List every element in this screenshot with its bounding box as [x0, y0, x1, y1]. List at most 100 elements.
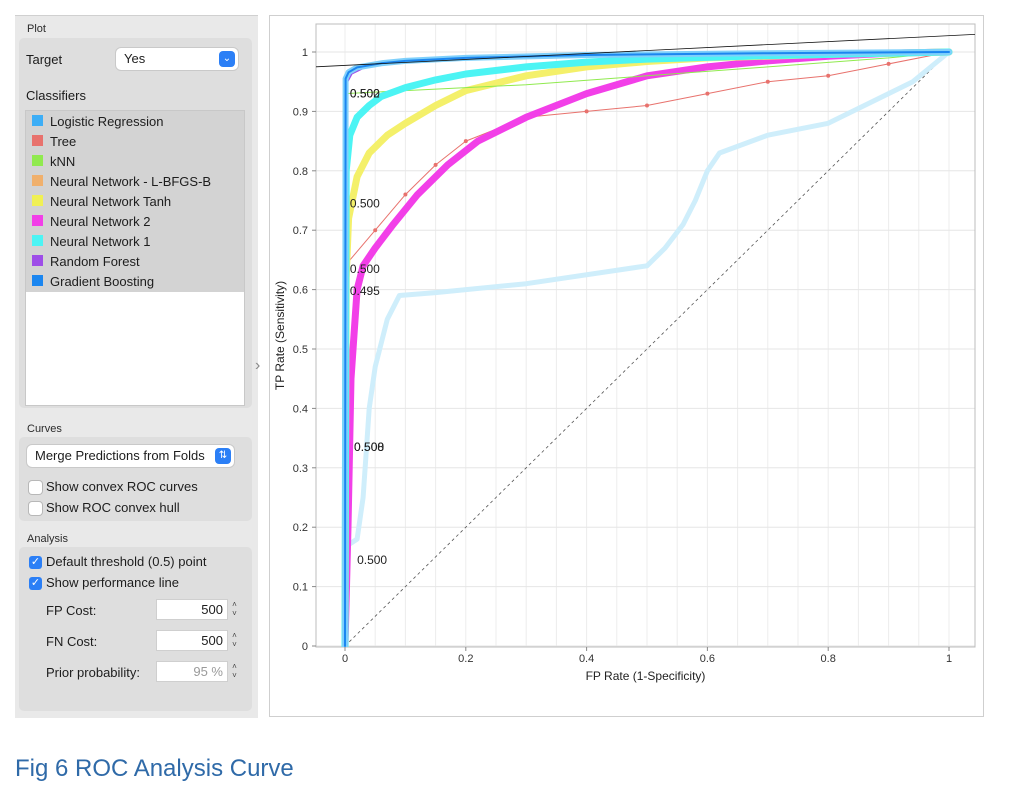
roc-curve-neural-network-l-bfgs-b: [342, 49, 952, 647]
classifier-label: Neural Network 1: [50, 234, 151, 249]
y-tick-label: 0.8: [293, 166, 308, 178]
x-tick-label: 0.6: [700, 653, 715, 665]
color-swatch: [32, 255, 43, 266]
classifier-item[interactable]: Logistic Regression: [26, 111, 244, 131]
fp-cost-label: FP Cost:: [46, 603, 97, 618]
classifier-label: Neural Network - L-BFGS-B: [50, 174, 212, 189]
color-swatch: [32, 215, 43, 226]
y-tick-label: 0.3: [293, 463, 308, 475]
roc-curve-neural-network-1: [341, 48, 953, 647]
x-axis-label: FP Rate (1-Specificity): [586, 669, 706, 683]
target-value: Yes: [124, 51, 146, 66]
threshold-label: 0.508: [354, 440, 384, 454]
fn-cost-input[interactable]: 500: [157, 631, 227, 650]
roc-point-marker: [886, 61, 891, 66]
default-threshold-label: Default threshold (0.5) point: [46, 554, 207, 569]
prior-probability-label: Prior probability:: [46, 665, 140, 680]
y-tick-label: 0.9: [293, 106, 308, 118]
color-swatch: [32, 155, 43, 166]
curves-box: Merge Predictions from Folds ⇅ Show conv…: [19, 437, 252, 521]
classifiers-list[interactable]: Logistic Regression Tree kNN Neural Network…: [25, 110, 245, 406]
color-swatch: [32, 275, 43, 286]
classifier-item[interactable]: Neural Network Tanh: [26, 191, 244, 211]
merge-predictions-value: Merge Predictions from Folds: [35, 448, 205, 463]
prior-probability-stepper[interactable]: ˄ ˅: [232, 662, 237, 680]
curves-box-title: Curves: [27, 423, 62, 435]
list-selection: [26, 111, 244, 292]
fn-cost-value: 500: [201, 633, 223, 648]
classifier-item[interactable]: Neural Network - L-BFGS-B: [26, 171, 244, 191]
roc-point-marker: [463, 139, 468, 144]
y-tick-label: 0.6: [293, 285, 308, 297]
roc-chart: 0 0.2 0.4 0.6 0.8 1 0 0.1 0.2 0.3 0.4 0.5 0.6 0.7 0.8 0…: [273, 23, 976, 683]
roc-point-marker: [826, 73, 831, 78]
roc-plot-area: 0 0.2 0.4 0.6 0.8 1 0 0.1 0.2 0.3 0.4 0.5 0.6 0.7 0.8 0…: [269, 15, 984, 717]
roc-point-marker: [373, 228, 378, 233]
classifier-label: kNN: [50, 154, 76, 169]
classifier-item[interactable]: kNN: [26, 151, 244, 171]
classifier-label: Tree: [50, 134, 77, 149]
figure-caption: Fig 6 ROC Analysis Curve: [15, 755, 294, 782]
threshold-label: 0.502: [350, 87, 380, 101]
chevron-down-icon: ⌄: [219, 51, 235, 67]
classifier-item[interactable]: Gradient Boosting: [26, 271, 244, 291]
plot-frame: [315, 23, 976, 648]
collapse-panel-icon[interactable]: ›: [255, 357, 261, 374]
classifier-label: Logistic Regression: [50, 114, 164, 129]
threshold-label: 0.500: [350, 262, 380, 276]
threshold-label: 0.500: [350, 196, 380, 210]
roc-point-marker: [645, 103, 649, 108]
y-axis-label: TP Rate (Sensitivity): [273, 281, 287, 390]
target-label: Target: [26, 52, 63, 67]
show-hull-label: Show ROC convex hull: [46, 500, 180, 515]
threshold-label: 0.500: [354, 440, 384, 454]
roc-point-marker: [765, 79, 770, 84]
prior-probability-input[interactable]: 95 %: [157, 662, 227, 681]
color-swatch: [32, 195, 43, 206]
classifier-item[interactable]: Neural Network 1: [26, 231, 244, 251]
merge-predictions-select[interactable]: Merge Predictions from Folds ⇅: [27, 445, 234, 467]
y-tick-label: 0.1: [293, 582, 308, 594]
threshold-label: 0.500: [357, 553, 387, 567]
threshold-label: 0.495: [350, 284, 380, 298]
fn-cost-stepper[interactable]: ˄ ˅: [232, 631, 237, 649]
show-hull-checkbox[interactable]: [29, 502, 42, 515]
control-panel: Plot Target Yes ⌄ Classifiers Logistic R…: [15, 15, 258, 718]
classifier-item[interactable]: Tree: [26, 131, 244, 151]
show-performance-line-checkbox[interactable]: ✓: [29, 577, 42, 590]
analysis-box: ✓ Default threshold (0.5) point ✓ Show p…: [19, 547, 252, 711]
classifier-label: Random Forest: [50, 254, 140, 269]
fp-cost-value: 500: [201, 602, 223, 617]
roc-point-marker: [403, 192, 408, 197]
color-swatch: [32, 235, 43, 246]
updown-chevron-icon: ⇅: [215, 448, 231, 464]
prior-probability-value: 95 %: [193, 664, 223, 679]
plot-box: Target Yes ⌄ Classifiers Logistic Regres…: [19, 38, 252, 408]
default-threshold-checkbox[interactable]: ✓: [29, 556, 42, 569]
x-tick-label: 0.8: [821, 653, 836, 665]
color-swatch: [32, 135, 43, 146]
y-tick-label: 0.4: [293, 403, 308, 415]
target-select[interactable]: Yes ⌄: [116, 48, 238, 70]
analysis-box-title: Analysis: [27, 533, 68, 545]
show-convex-checkbox[interactable]: [29, 481, 42, 494]
roc-point-marker: [584, 109, 589, 114]
threshold-label: 0.500: [350, 87, 380, 101]
classifier-item[interactable]: Random Forest: [26, 251, 244, 271]
classifier-label: Gradient Boosting: [50, 274, 155, 289]
y-tick-label: 0.5: [293, 344, 308, 356]
classifiers-label: Classifiers: [26, 88, 86, 103]
fp-cost-stepper[interactable]: ˄ ˅: [232, 600, 237, 618]
classifier-label: Neural Network 2: [50, 214, 151, 229]
fp-cost-input[interactable]: 500: [157, 600, 227, 619]
x-tick-label: 0: [342, 653, 348, 665]
roc-curve-gradient-boosting: [344, 51, 950, 647]
fn-cost-label: FN Cost:: [46, 634, 98, 649]
y-tick-label: 1: [302, 47, 308, 59]
plot-box-title: Plot: [27, 23, 46, 35]
x-tick-label: 1: [946, 653, 952, 665]
show-convex-label: Show convex ROC curves: [46, 479, 198, 494]
classifier-item[interactable]: Neural Network 2: [26, 211, 244, 231]
x-tick-label: 0.2: [458, 653, 473, 665]
